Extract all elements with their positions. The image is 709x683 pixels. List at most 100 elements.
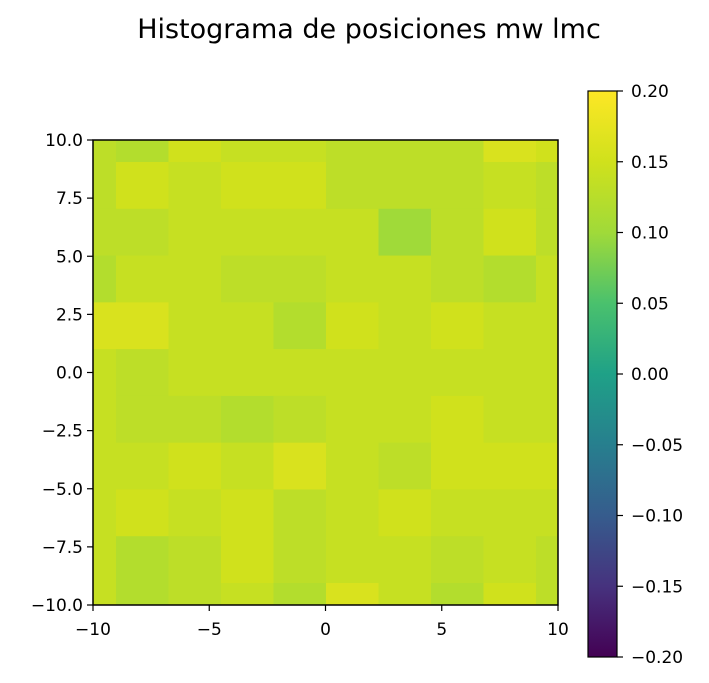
heatmap-cell xyxy=(326,583,379,606)
y-tick-label: 5.0 xyxy=(56,247,83,267)
colorbar-tick-label: −0.10 xyxy=(631,507,683,527)
colorbar-tick-label: −0.20 xyxy=(631,648,683,668)
heatmap-cell xyxy=(483,140,537,163)
heatmap-cell xyxy=(326,302,379,350)
heatmap-cell xyxy=(536,162,559,210)
x-tick-label: −5 xyxy=(197,620,222,640)
y-tick-label: 0.0 xyxy=(56,364,83,384)
heatmap-cell xyxy=(483,489,537,537)
heatmap-cell xyxy=(431,302,484,350)
heatmap-cell xyxy=(378,162,432,210)
heatmap-cell xyxy=(168,140,222,163)
heatmap-cell xyxy=(378,208,432,257)
heatmap-cell xyxy=(483,583,537,606)
x-tick-label: 5 xyxy=(436,620,447,640)
chart-title: Histograma de posiciones mw lmc xyxy=(137,14,601,45)
heatmap-cell xyxy=(273,395,327,444)
heatmap-cell xyxy=(116,162,169,210)
y-tick-label: −10.0 xyxy=(31,596,83,616)
heatmap-cell xyxy=(378,442,432,490)
heatmap-cell xyxy=(536,349,559,397)
heatmap-cell xyxy=(536,140,559,163)
heatmap-cell xyxy=(536,208,559,257)
x-axis: −10 −5 0 5 10 xyxy=(75,605,569,640)
heatmap-cell xyxy=(378,583,432,606)
colorbar xyxy=(587,90,618,658)
x-tick-label: −10 xyxy=(75,620,111,640)
heatmap-cell xyxy=(93,302,117,350)
heatmap-cell xyxy=(221,442,274,490)
heatmap-cell xyxy=(221,536,274,584)
heatmap-cell xyxy=(431,162,484,210)
heatmap-cell xyxy=(116,395,169,444)
heatmap-cell xyxy=(431,489,484,537)
heatmap-cell xyxy=(93,140,117,163)
heatmap-cell xyxy=(273,349,327,397)
heatmap-cell xyxy=(431,442,484,490)
heatmap-cell xyxy=(93,208,117,257)
heatmap-cell xyxy=(273,255,327,303)
heatmap-cell xyxy=(483,302,537,350)
heatmap-cell xyxy=(378,349,432,397)
heatmap-cell xyxy=(116,302,169,350)
colorbar-tick-label: 0.15 xyxy=(631,153,669,173)
heatmap-cell xyxy=(431,536,484,584)
heatmap-cell xyxy=(483,395,537,444)
heatmap-cell xyxy=(378,255,432,303)
heatmap-cell xyxy=(168,395,222,444)
heatmap-cell xyxy=(326,255,379,303)
heatmap-cell xyxy=(93,489,117,537)
heatmap-cell xyxy=(536,442,559,490)
heatmap-cell xyxy=(116,489,169,537)
heatmap-cell xyxy=(93,583,117,606)
colorbar-tick-label: 0.00 xyxy=(631,365,669,385)
heatmap-cell xyxy=(431,349,484,397)
heatmap-cell xyxy=(221,140,274,163)
heatmap-cell xyxy=(326,489,379,537)
heatmap-cell xyxy=(93,395,117,444)
heatmap-cell xyxy=(483,255,537,303)
y-tick-label: 2.5 xyxy=(56,305,83,325)
heatmap-cell xyxy=(273,442,327,490)
heatmap-cell xyxy=(536,489,559,537)
heatmap-cell xyxy=(273,162,327,210)
heatmap-cell xyxy=(116,349,169,397)
heatmap-cell xyxy=(326,442,379,490)
heatmap-cell xyxy=(168,489,222,537)
heatmap-cell xyxy=(221,208,274,257)
heatmap-cell xyxy=(221,162,274,210)
heatmap-cell xyxy=(483,536,537,584)
heatmap-cell xyxy=(483,162,537,210)
colorbar-tick-label: 0.05 xyxy=(631,294,669,314)
heatmap-cell xyxy=(483,442,537,490)
heatmap-cell xyxy=(116,536,169,584)
heatmap-cell xyxy=(93,255,117,303)
heatmap-cell xyxy=(326,208,379,257)
heatmap-cell xyxy=(273,208,327,257)
heatmap-cell xyxy=(326,140,379,163)
heatmap-cell xyxy=(378,140,432,163)
heatmap-cell xyxy=(273,489,327,537)
heatmap-cell xyxy=(273,536,327,584)
heatmap-cell xyxy=(116,208,169,257)
heatmap-cell xyxy=(221,583,274,606)
heatmap-cell xyxy=(93,162,117,210)
heatmap-cell xyxy=(536,395,559,444)
heatmap-cell xyxy=(378,536,432,584)
heatmap-cells xyxy=(93,140,559,606)
colorbar-tick-label: −0.15 xyxy=(631,577,683,597)
heatmap-cell xyxy=(116,442,169,490)
heatmap-cell xyxy=(378,395,432,444)
heatmap-cell xyxy=(168,302,222,350)
colorbar-tick-label: 0.20 xyxy=(631,82,669,102)
colorbar-tick-label: 0.10 xyxy=(631,224,669,244)
y-tick-label: −7.5 xyxy=(42,538,83,558)
heatmap-cell xyxy=(326,162,379,210)
x-tick-label: 10 xyxy=(547,620,569,640)
heatmap-cell xyxy=(93,536,117,584)
y-tick-label: 10.0 xyxy=(45,131,83,151)
heatmap-cell xyxy=(378,489,432,537)
heatmap-cell xyxy=(116,255,169,303)
heatmap-cell xyxy=(536,302,559,350)
heatmap-cell xyxy=(431,255,484,303)
